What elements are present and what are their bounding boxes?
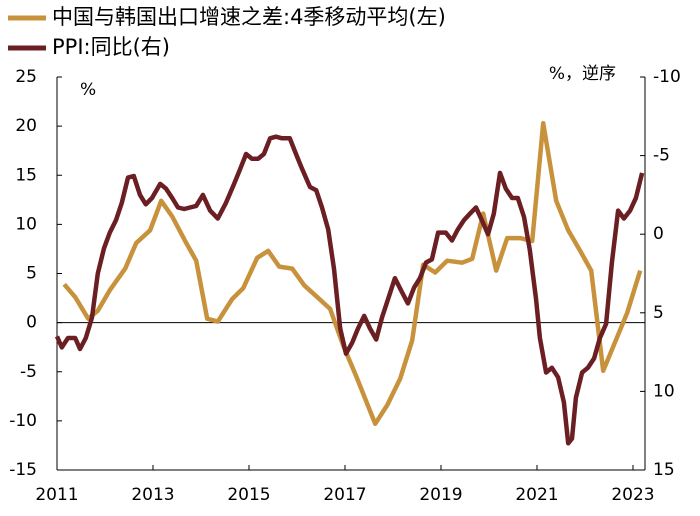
y-tick-label: 5 <box>26 264 37 284</box>
legend-label: 中国与韩国出口增速之差:4季移动平均(左) <box>52 5 446 29</box>
y2-axis-label: %，逆序 <box>549 64 616 84</box>
x-tick-label: 2019 <box>419 485 462 505</box>
y-tick-label: 20 <box>15 116 37 136</box>
y2-tick-label: 10 <box>653 381 675 401</box>
series-line <box>62 120 643 427</box>
y-tick-label: 0 <box>26 313 37 333</box>
y2-tick-label: 0 <box>653 224 664 244</box>
series-line <box>54 134 645 446</box>
y2-tick-label: -5 <box>653 146 670 166</box>
x-tick-label: 2023 <box>611 485 654 505</box>
y2-tick-label: 15 <box>653 460 675 480</box>
y-tick-label: 15 <box>15 165 37 185</box>
y-tick-label: -15 <box>9 460 37 480</box>
x-tick-label: 2017 <box>323 485 366 505</box>
y-tick-label: -5 <box>20 362 37 382</box>
y-tick-label: 25 <box>15 67 37 87</box>
y2-tick-label: -10 <box>653 67 681 87</box>
x-tick-label: 2013 <box>131 485 174 505</box>
y-axis-label: % <box>80 80 96 100</box>
legend-label: PPI:同比(右) <box>52 35 170 59</box>
x-tick-label: 2015 <box>227 485 270 505</box>
y-tick-label: 10 <box>15 214 37 234</box>
x-tick-label: 2011 <box>35 485 78 505</box>
x-tick-label: 2021 <box>515 485 558 505</box>
y2-tick-label: 5 <box>653 303 664 323</box>
y-tick-label: -10 <box>9 411 37 431</box>
